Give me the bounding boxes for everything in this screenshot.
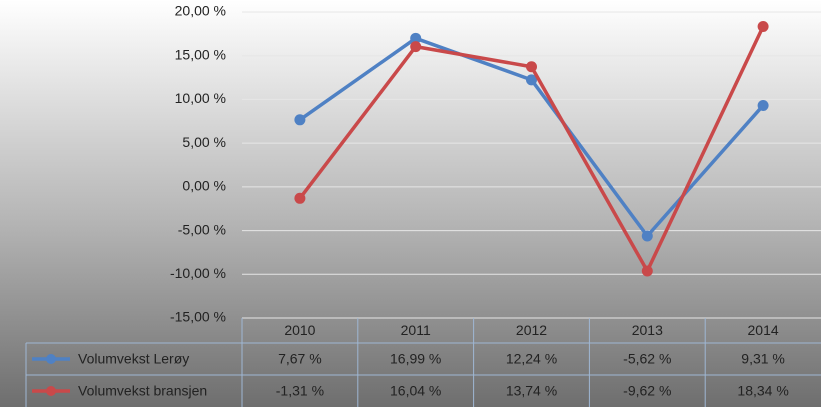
x-tick-label: 2012 (516, 322, 547, 338)
point (294, 192, 306, 204)
x-tick-label: 2011 (401, 322, 431, 338)
point (294, 114, 306, 126)
data-label: 13,74 % (506, 383, 557, 399)
point (526, 61, 537, 73)
x-tick-label: 2013 (632, 322, 663, 338)
data-label: -9,62 % (623, 383, 671, 399)
point (526, 74, 537, 86)
y-tick-label: -5,00 % (178, 221, 226, 237)
data-label: -5,62 % (623, 351, 671, 367)
data-label: 16,99 % (390, 351, 441, 367)
legend-swatch-dot (46, 386, 56, 396)
point (641, 230, 653, 242)
data-label: 18,34 % (737, 383, 788, 399)
point (757, 21, 769, 33)
point (410, 41, 422, 53)
point (641, 265, 653, 277)
data-label: 12,24 % (506, 351, 557, 367)
y-tick-label: 0,00 % (182, 178, 226, 194)
y-tick-label: 5,00 % (182, 134, 226, 150)
point (410, 32, 422, 44)
data-label: 9,31 % (741, 351, 785, 367)
y-tick-label: -15,00 % (170, 309, 226, 325)
y-tick-label: 10,00 % (175, 90, 226, 106)
point (757, 99, 769, 111)
data-label: 7,67 % (278, 351, 322, 367)
y-tick-label: -10,00 % (170, 265, 226, 281)
legend-label: Volumvekst Lerøy (78, 351, 189, 367)
y-tick-label: 20,00 % (175, 3, 226, 19)
legend-label: Volumvekst bransjen (78, 383, 207, 399)
data-label: 16,04 % (390, 383, 441, 399)
legend-swatch-dot (46, 354, 56, 364)
y-tick-label: 15,00 % (175, 46, 226, 62)
x-tick-label: 2010 (284, 322, 315, 338)
data-label: -1,31 % (276, 383, 324, 399)
x-tick-label: 2014 (748, 322, 779, 338)
